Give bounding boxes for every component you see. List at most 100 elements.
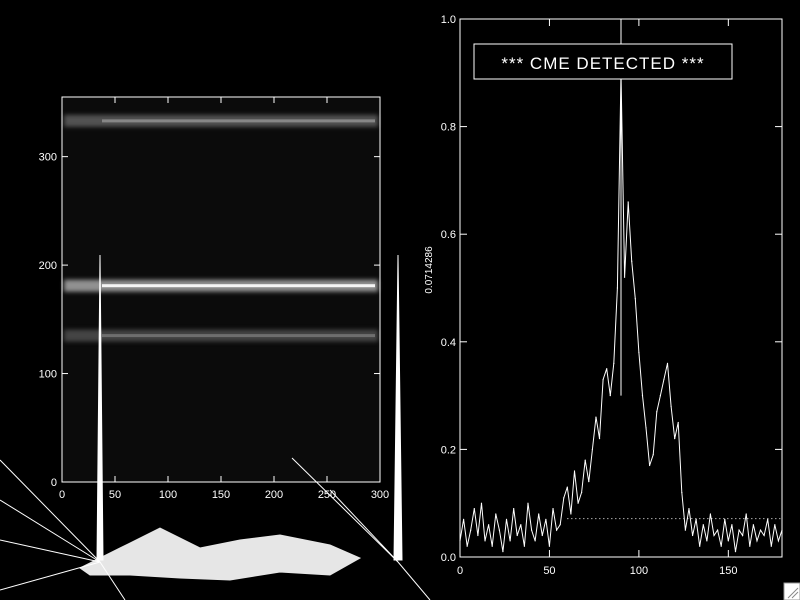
series-point [616,287,619,289]
series-point [724,518,726,520]
series-point [631,260,633,262]
series-point [505,518,508,520]
line-x-tick-label: 0 [457,565,463,577]
series-point [584,459,586,461]
series-point [731,524,733,526]
series-point [749,545,751,547]
series-point [674,438,676,440]
series-point [577,502,579,504]
series-point [541,534,543,537]
series-point [545,518,547,520]
artifact-spike-right [393,254,403,561]
series-point [530,529,533,531]
series-point [480,502,483,504]
artifact-ray-3 [0,539,101,563]
series-point [634,298,636,300]
series-point [774,524,776,526]
series-point [598,438,601,440]
series-point [484,540,486,542]
series-point [713,534,715,537]
line-x-axis: 0 50 100 150 [457,19,738,577]
series-point [470,529,472,531]
heatmap-y-axis: 0 100 200 300 [39,152,380,489]
heatmap-band-core [102,334,375,338]
series-point [745,513,747,515]
series-point [477,534,479,537]
series-point [538,513,540,515]
line-y-tick-label: 1.0 [441,14,456,26]
line-chart-panel: 0 50 100 150 0.0 0.2 0.4 0.6 0.8 1.0 *** CME DET… [424,14,783,577]
series-point [752,524,754,526]
series-point [623,276,626,278]
line-y-tick-label: 0.0 [441,552,456,564]
heatmap-band-core [102,284,375,288]
series-point [720,545,722,547]
series-point [595,416,597,418]
heatmap-x-tick-label: 100 [159,489,177,501]
artifact-ray-2 [0,499,101,563]
series-point [767,518,769,520]
series-point [645,427,647,429]
series-point [670,405,672,407]
series-point [588,481,590,483]
line-y-label: 0.0714286 [424,246,435,294]
series-point [573,470,576,472]
line-x-tick-label: 150 [719,565,737,577]
series-point [759,529,762,531]
annotation-box [473,43,733,80]
overlay-artifacts [0,254,431,600]
heatmap-band-core [102,119,375,123]
series-point [777,540,780,542]
artifact-ray-7 [99,561,126,600]
series-point [516,534,518,537]
heatmap-x-tick-label: 50 [109,489,121,501]
series-point [498,529,500,531]
series-point [706,540,708,542]
series-point [606,368,608,370]
series-point [763,534,765,537]
series-point [770,545,772,547]
heatmap-x-tick-label: 300 [371,489,389,501]
line-x-tick-label: 100 [630,565,648,577]
heatmap-y-tick-label: 300 [39,152,57,164]
heatmap-x-tick-label: 0 [59,489,65,501]
series-point [756,540,758,542]
series-point [602,378,604,381]
series-point [742,534,744,537]
series-point [727,540,729,542]
series-point [491,545,493,547]
series-point [462,518,465,520]
artifact-ray-5 [291,457,399,563]
series-point [659,395,661,397]
heatmap-y-tick-label: 200 [39,260,57,272]
series-point [702,524,704,526]
series-point [691,534,694,537]
series-point [495,513,497,515]
series-point [548,545,551,547]
series-point [513,507,515,510]
heatmap-y-tick-label: 100 [39,369,57,381]
series-point [677,421,679,424]
series-point [652,454,654,456]
resize-grip-icon [783,582,800,600]
series-point [613,362,615,364]
series-point [641,395,644,397]
line-y-tick-label: 0.2 [441,444,456,456]
series-point [609,395,611,397]
series-point [527,502,529,504]
series-point [509,540,511,542]
series-point [523,545,526,547]
heatmap-y-tick-label: 0 [51,477,57,489]
series-point [781,529,783,531]
series-point [717,529,719,531]
series-point [738,529,740,531]
series-point [566,486,568,488]
series-point [459,540,461,542]
line-y-tick-label: 0.8 [441,122,456,134]
series-point [488,524,490,526]
series-point [666,362,669,364]
series-point [556,529,558,531]
series-point [699,545,701,547]
series-point [552,507,554,510]
